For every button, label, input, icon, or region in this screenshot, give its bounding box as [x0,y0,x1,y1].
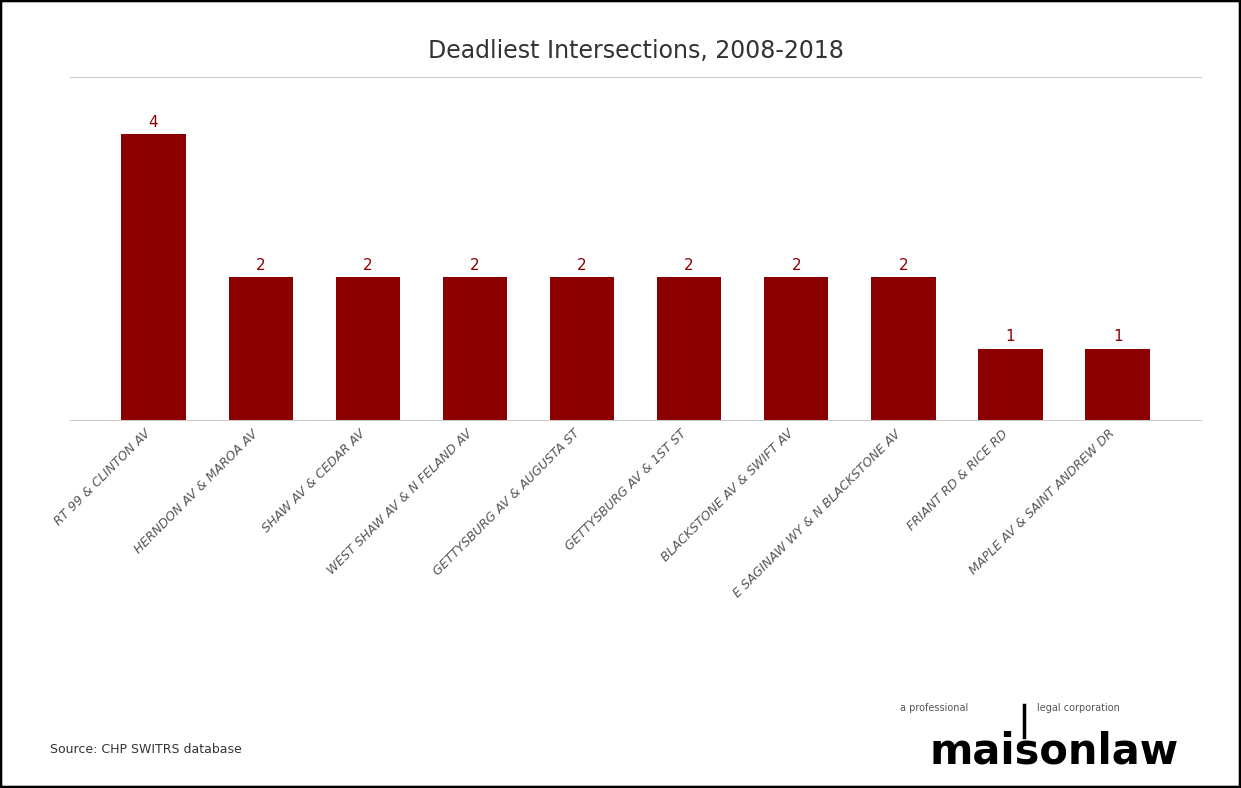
Text: 2: 2 [898,258,908,273]
Bar [443,277,508,420]
Text: 2: 2 [684,258,694,273]
Bar [228,277,293,420]
Text: 2: 2 [470,258,480,273]
Text: 2: 2 [362,258,372,273]
Bar [764,277,829,420]
Bar [978,349,1042,420]
Bar [335,277,400,420]
Text: a professional: a professional [900,703,968,713]
Text: 1: 1 [1005,329,1015,344]
Title: Deadliest Intersections, 2008-2018: Deadliest Intersections, 2008-2018 [428,39,844,62]
Text: 2: 2 [256,258,266,273]
Bar [550,277,614,420]
Text: maisonlaw: maisonlaw [930,730,1179,772]
Text: 4: 4 [149,115,159,130]
Bar [1086,349,1149,420]
Text: Source: CHP SWITRS database: Source: CHP SWITRS database [50,744,242,756]
Bar [122,134,186,420]
Bar [656,277,721,420]
Text: legal corporation: legal corporation [1037,703,1121,713]
Bar [871,277,936,420]
Text: 2: 2 [577,258,587,273]
Text: 2: 2 [792,258,802,273]
Text: 1: 1 [1113,329,1122,344]
